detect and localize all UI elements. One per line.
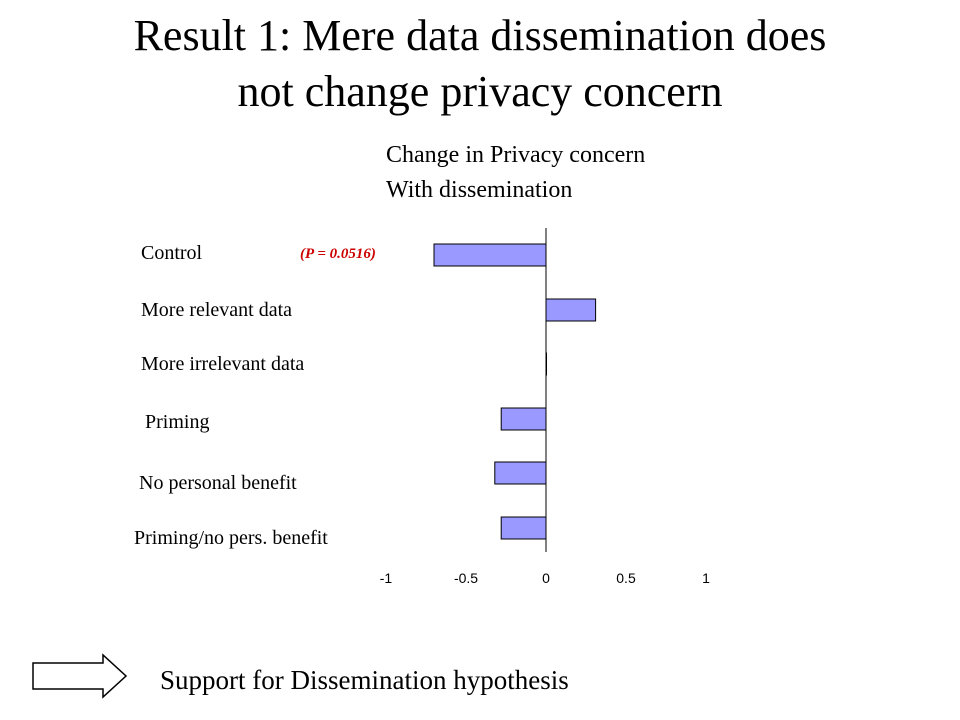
category-label-priming-no-pers-benefit: Priming/no pers. benefit [134, 527, 328, 549]
slide-title-line-1: Result 1: Mere data dissemination does [133, 11, 827, 60]
x-tick-label-4: 1 [702, 570, 710, 586]
x-tick-label-3: 0.5 [616, 570, 636, 586]
category-label-priming: Priming [145, 411, 210, 433]
x-tick-label-2: 0 [542, 570, 550, 586]
x-tick-label-0: -1 [380, 570, 393, 586]
category-label-more-relevant: More relevant data [141, 299, 293, 321]
slide-title-line-2: not change privacy concern [237, 67, 723, 116]
slide-title: Result 1: Mere data dissemination does n… [0, 8, 960, 120]
footer-text: Support for Dissemination hypothesis [160, 665, 569, 695]
x-tick-label-1: -0.5 [454, 570, 478, 586]
category-label-no-personal-benefit: No personal benefit [139, 472, 297, 494]
category-label-control: Control [141, 242, 203, 264]
chart-title-line-2: With dissemination [386, 177, 573, 203]
category-label-more-irrelevant: More irrelevant data [141, 353, 305, 375]
p-value-annotation: (P = 0.0516) [300, 246, 376, 262]
chart-title-line-1: Change in Privacy concern [386, 142, 646, 168]
chart-title: Change in Privacy concern With dissemina… [386, 138, 645, 208]
